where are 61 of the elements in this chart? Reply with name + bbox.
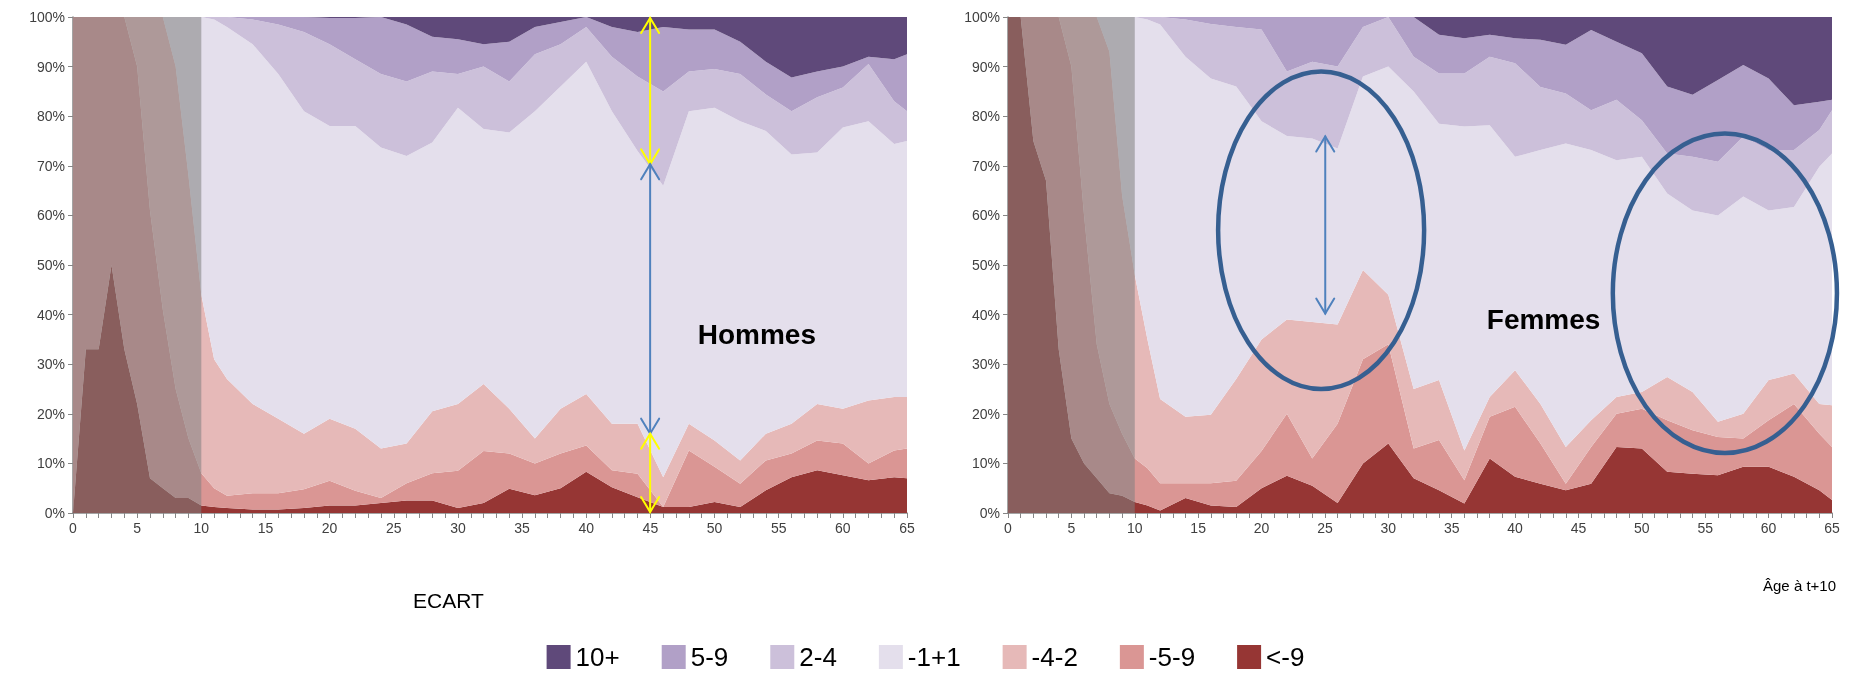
x-tick-label: 30 <box>450 520 466 536</box>
x-tick-label: 30 <box>1380 520 1397 536</box>
y-tick-label: 10% <box>36 455 65 472</box>
x-tick-label: 25 <box>1317 520 1333 536</box>
y-tick-label: 50% <box>36 257 65 273</box>
y-tick-label: 30% <box>36 356 65 373</box>
y-tick-label: 80% <box>36 108 65 125</box>
y-tick-label: 60% <box>36 207 65 224</box>
x-tick-label: 65 <box>899 520 915 536</box>
y-tick-label: 80% <box>971 108 1000 125</box>
y-tick-label: 50% <box>971 257 1000 273</box>
y-tick-label: 0% <box>979 505 1000 521</box>
x-tick-label: 10 <box>1126 520 1143 536</box>
annotation: Femmes <box>1486 304 1601 336</box>
y-tick-label: 40% <box>971 306 1000 323</box>
x-tick-label: 5 <box>133 520 142 536</box>
legend-label: <-9 <box>1266 642 1305 672</box>
y-tick-label: 100% <box>29 9 65 25</box>
x-tick-label: 65 <box>1824 520 1840 536</box>
x-tick-label: 50 <box>706 520 723 536</box>
x-tick-label: 45 <box>642 520 659 536</box>
y-tick-label: 100% <box>964 9 1000 25</box>
y-tick-label: 60% <box>971 207 1000 224</box>
x-axis-title: ECART <box>413 589 484 612</box>
y-tick-label: 70% <box>36 157 65 174</box>
annotation: Hommes <box>697 318 817 350</box>
x-tick-label: 0 <box>69 520 78 536</box>
x-tick-label: 10 <box>193 520 210 536</box>
x-tick-label: 15 <box>1190 520 1207 536</box>
x-tick-label: 35 <box>1443 520 1460 536</box>
x-tick-label: 35 <box>514 520 531 536</box>
x-tick-label: 60 <box>1760 520 1777 536</box>
legend-label: 10+ <box>575 642 620 672</box>
legend-label: -1+1 <box>907 642 961 672</box>
x-tick-label: 0 <box>1004 520 1013 536</box>
y-tick-label: 90% <box>971 58 1000 75</box>
x-tick-label: 20 <box>321 520 338 536</box>
y-tick-label: 20% <box>36 405 65 422</box>
x-tick-label: 15 <box>257 520 274 536</box>
y-tick-label: 10% <box>971 455 1000 472</box>
y-tick-label: 20% <box>971 405 1000 422</box>
y-tick-label: 90% <box>36 58 65 75</box>
x-tick-label: 25 <box>385 520 402 536</box>
x-tick-label: 5 <box>1067 520 1076 536</box>
x-tick-label: 40 <box>1507 520 1524 536</box>
x-tick-label: 55 <box>770 520 787 536</box>
x-tick-label: 55 <box>1697 520 1714 536</box>
x-tick-label: 45 <box>1570 520 1587 536</box>
y-tick-label: 30% <box>971 356 1000 373</box>
legend-label: 2-4 <box>799 642 837 672</box>
legend-label: 5-9 <box>690 642 729 672</box>
legend-label: -5-9 <box>1148 642 1196 672</box>
y-tick-label: 40% <box>36 306 65 323</box>
x-tick-label: 40 <box>578 520 595 536</box>
x-tick-label: 60 <box>835 520 851 536</box>
legend-label: -4-2 <box>1031 642 1078 672</box>
x-axis-title: Âge à t+10 <box>1763 577 1837 594</box>
y-tick-label: 0% <box>44 505 65 521</box>
x-tick-label: 50 <box>1634 520 1650 536</box>
x-tick-label: 20 <box>1253 520 1270 536</box>
y-tick-label: 70% <box>971 157 1000 174</box>
